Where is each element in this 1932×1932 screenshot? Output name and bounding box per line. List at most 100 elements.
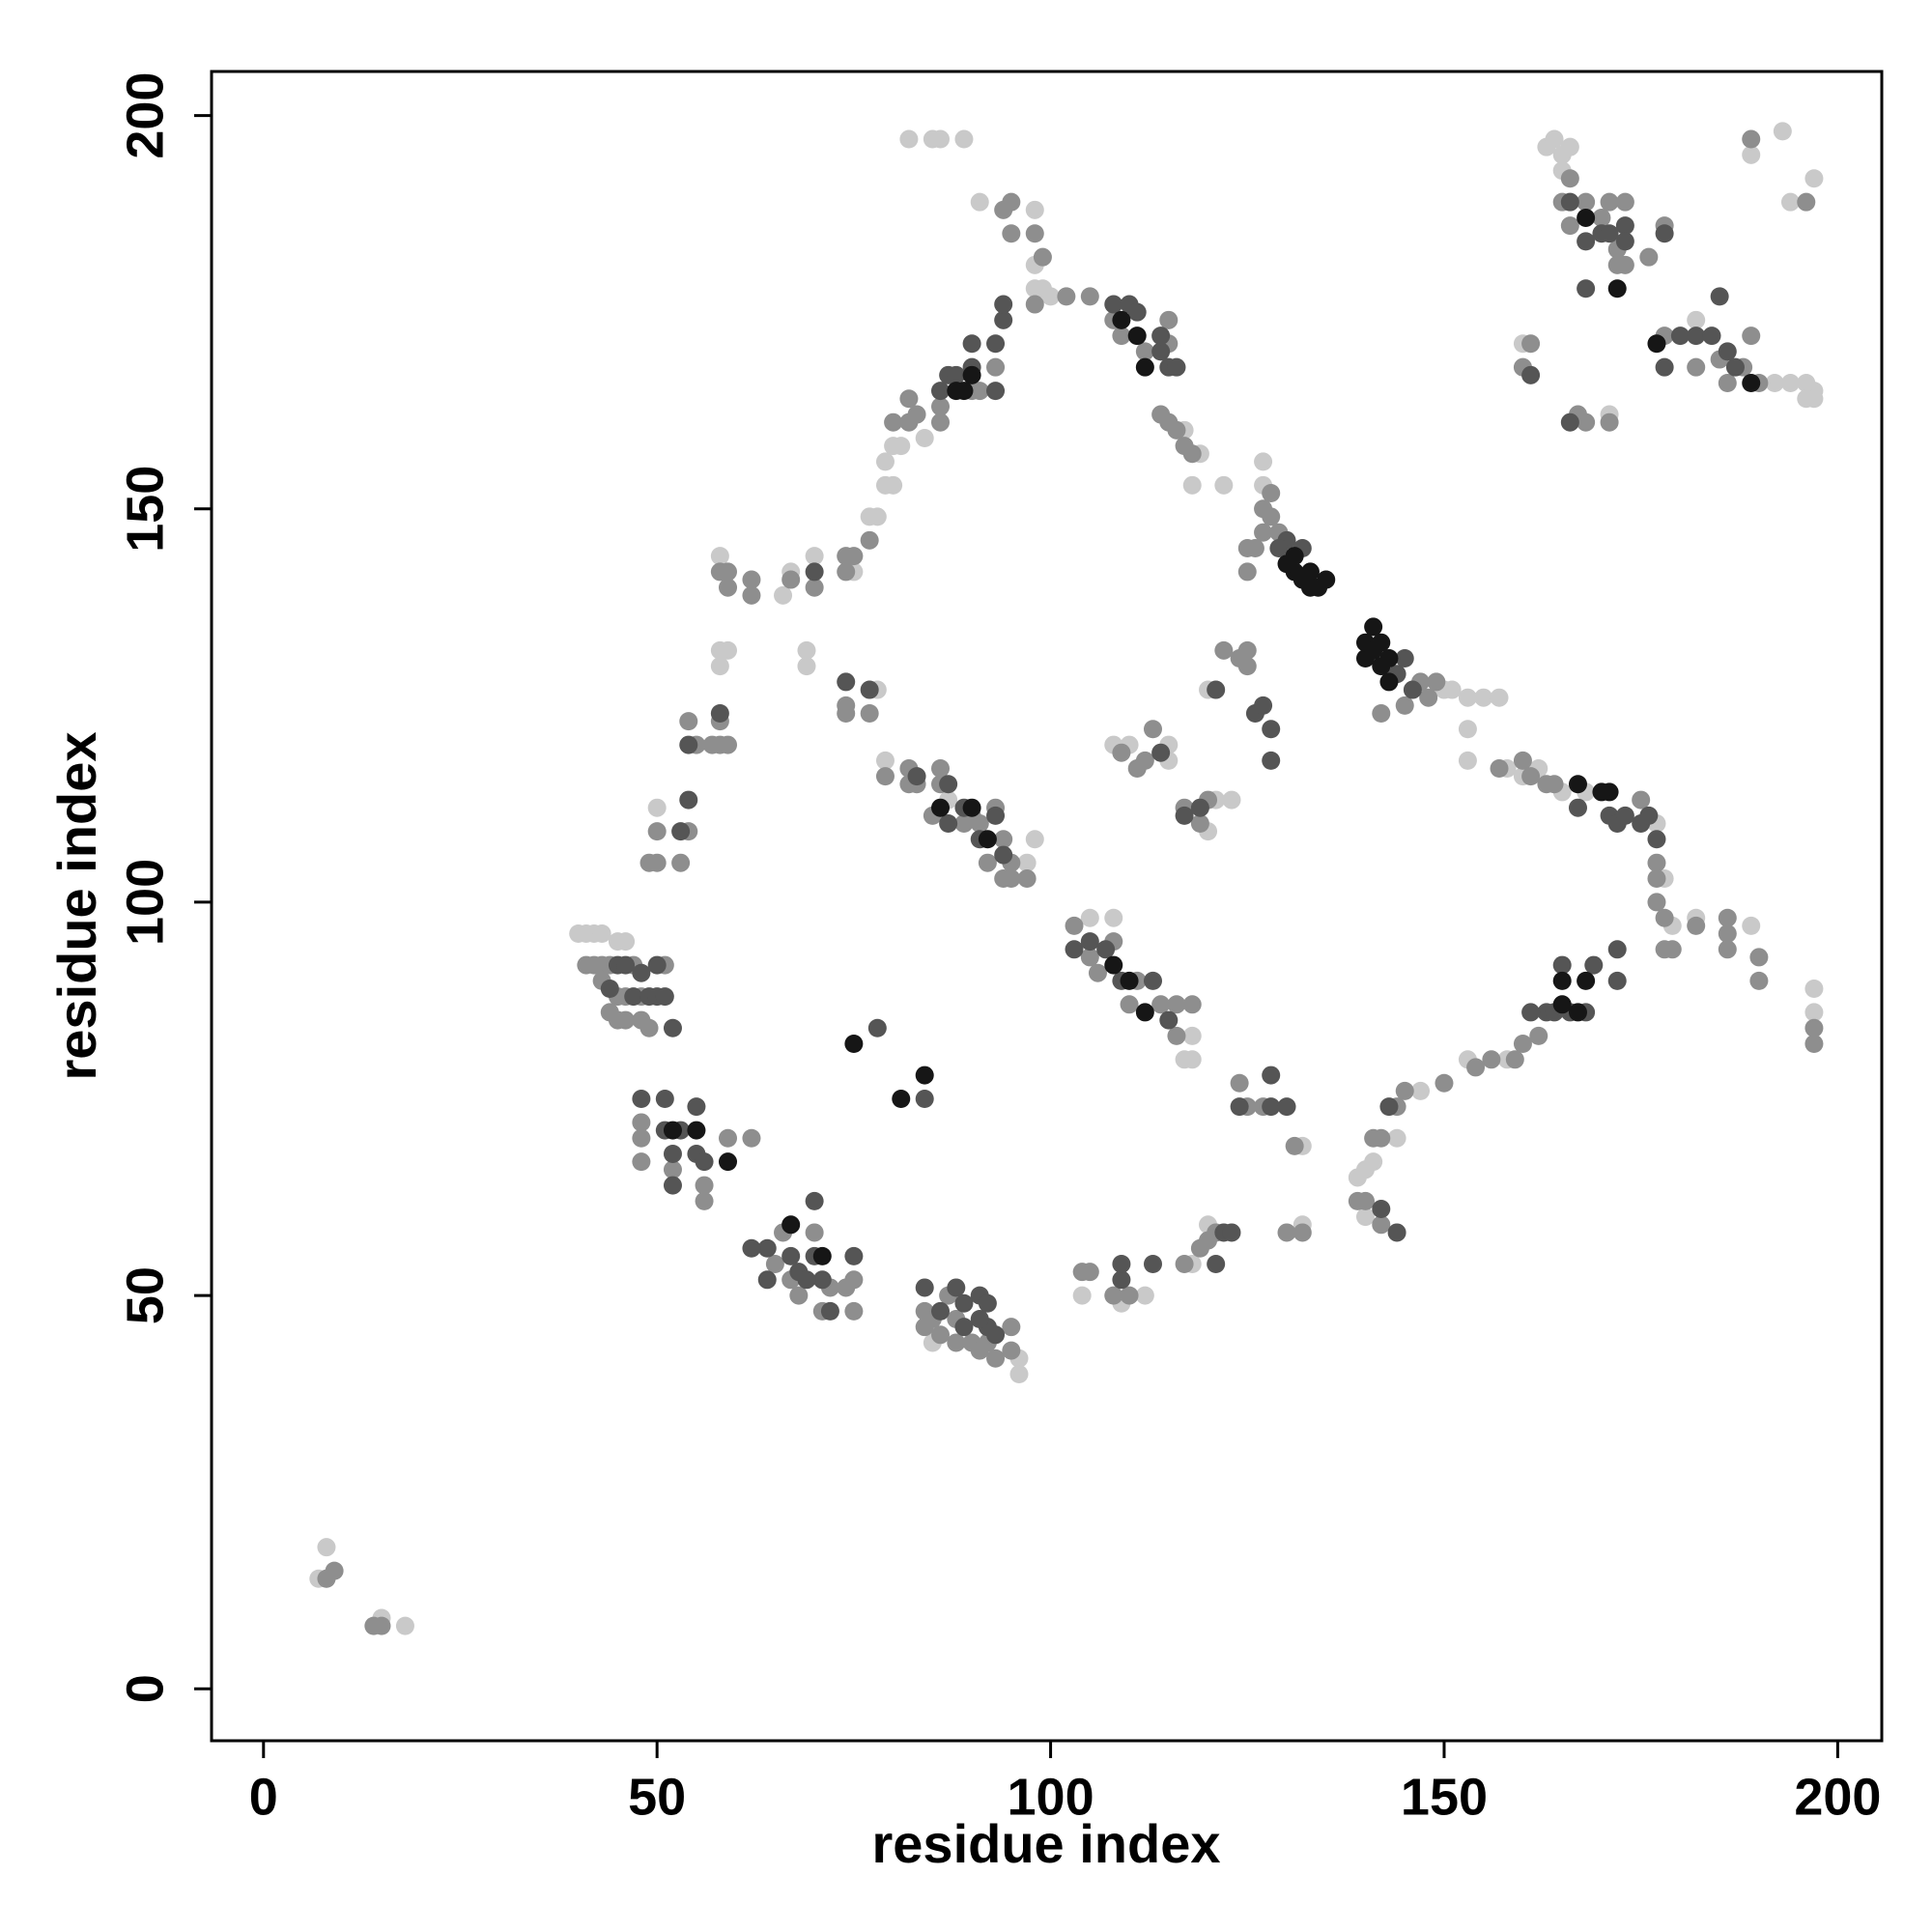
point [1647,868,1666,888]
point [695,1191,714,1210]
point [1096,940,1116,959]
point [875,452,895,471]
point [1607,940,1627,959]
point [1120,1286,1139,1305]
point [719,1128,738,1148]
point [1403,680,1422,699]
point [624,987,643,1007]
point [986,806,1006,825]
point [1529,1026,1548,1045]
point [1505,1050,1524,1069]
point [931,798,951,817]
point [710,547,729,566]
point [1151,995,1171,1014]
point [1577,971,1596,990]
point [797,1270,816,1290]
point [1687,357,1706,377]
point [1513,751,1532,770]
point [986,357,1006,377]
y-tick-label: 150 [116,466,174,553]
point [1017,853,1037,872]
point [978,830,997,849]
point [1577,279,1596,298]
point [1560,216,1579,236]
point [1780,373,1800,392]
point [1521,1003,1541,1022]
point [805,578,824,597]
point [1127,758,1147,778]
point [663,1160,682,1179]
point [1647,853,1666,872]
point [364,1616,384,1635]
point [837,696,856,715]
point [1167,1026,1186,1045]
point [719,562,738,582]
point [1143,971,1162,990]
point [1577,232,1596,251]
point [1364,1128,1383,1148]
point [1560,169,1579,188]
point [1317,570,1336,589]
point [639,1018,659,1037]
point [805,547,824,566]
point [954,1318,974,1337]
point [1568,1003,1587,1022]
point [632,963,651,982]
y-tick-label: 100 [116,859,174,946]
point [632,1090,651,1109]
point [1584,955,1604,975]
point [892,1090,911,1109]
point [1080,1263,1099,1282]
point [1080,932,1099,952]
point [679,790,698,810]
point [1072,1286,1092,1305]
point [679,712,698,731]
point [1372,703,1391,723]
point [1560,137,1579,156]
point [1182,475,1202,495]
point [1592,782,1611,802]
point [632,1113,651,1132]
point [719,640,738,660]
point [875,751,895,770]
point [844,1246,864,1265]
point [1237,562,1257,582]
point [317,1538,336,1557]
point [1804,1003,1824,1022]
y-axis-title: residue index [46,731,107,1080]
point [797,657,816,676]
point [907,405,926,424]
point [616,932,636,952]
point [1057,287,1076,306]
point [687,1097,706,1117]
point [1262,1097,1281,1117]
point [1742,373,1761,392]
point [915,428,934,447]
point [970,382,989,401]
point [1230,1097,1249,1117]
point [655,1090,674,1109]
point [1025,224,1044,243]
point [1135,357,1154,377]
point [1615,806,1634,825]
point [647,798,667,817]
point [1742,327,1761,346]
point [1458,720,1477,739]
point [1482,1050,1501,1069]
point [742,1128,761,1148]
point [774,585,793,605]
point [1552,955,1572,975]
point [1207,1255,1226,1274]
point [1159,310,1179,329]
plot-frame [210,70,1884,1743]
point [1364,617,1383,637]
point [812,1270,832,1290]
point [1639,806,1659,825]
point [1135,1286,1154,1305]
point [1222,1223,1241,1242]
point [1742,129,1761,149]
point [1104,955,1123,975]
point [1490,688,1509,707]
point [899,389,919,409]
point [1017,868,1037,888]
